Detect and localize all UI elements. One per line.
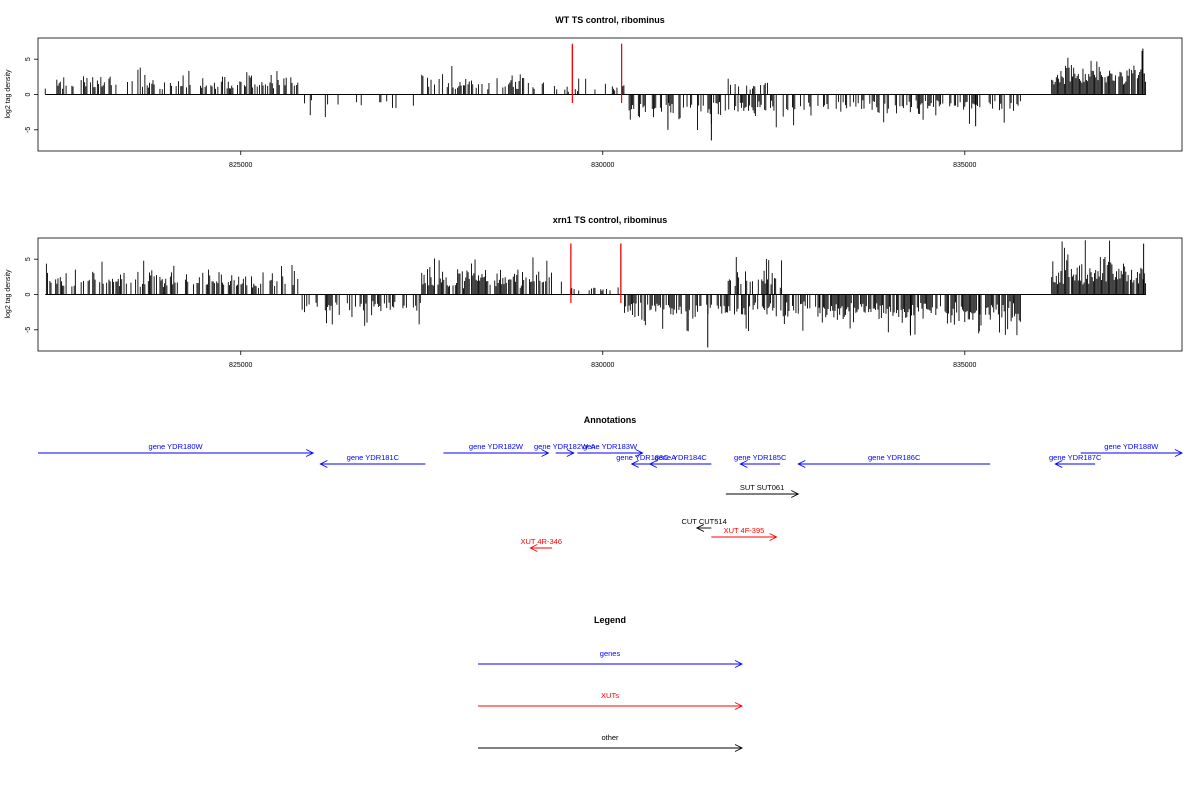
panel-title: xrn1 TS control, ribominus [553, 215, 668, 225]
annotation-label: XUT 4R-346 [520, 537, 562, 546]
y-axis-label: log2 tag density [5, 269, 12, 319]
data-bars [45, 240, 1146, 348]
annotation-feature: gene YDR181C [319, 453, 426, 468]
axes: -5 0 5 825000 830000 835000 [25, 257, 977, 369]
arrowhead [635, 449, 644, 457]
legend-items: genes XUTs other [478, 649, 744, 752]
annotation-label: gene YDR184C [654, 453, 707, 462]
panel-title: WT TS control, ribominus [555, 15, 665, 25]
arrowhead [791, 490, 800, 498]
annotation-feature: gene YDR180W [38, 442, 315, 457]
panel-xrn1: xrn1 TS control, ribominus log2 tag dens… [5, 215, 1183, 369]
annotation-label: gene YDR183C-A [616, 453, 676, 462]
x-tick-label: 825000 [229, 362, 252, 369]
y-axis-label: log2 tag density [5, 69, 12, 119]
arrowhead [734, 702, 744, 710]
legend-item-xuts: XUTs [478, 691, 744, 710]
annotation-feature: gene YDR182W-A [534, 442, 595, 457]
annotation-label: gene YDR185C [734, 453, 787, 462]
legend-label: other [601, 733, 619, 742]
annotation-label: gene YDR186C [868, 453, 921, 462]
y-tick-label: 0 [25, 292, 32, 296]
arrowhead [529, 544, 538, 552]
y-tick-label: 5 [25, 257, 32, 261]
arrowhead [566, 449, 575, 457]
x-tick-label: 830000 [591, 362, 614, 369]
y-tick-label: -5 [25, 327, 32, 333]
arrowhead [734, 744, 744, 752]
annotation-feature: CUT CUT514 [681, 517, 727, 532]
y-tick-label: 5 [25, 57, 32, 61]
annotation-label: CUT CUT514 [681, 517, 726, 526]
annotation-feature: XUT 4R-346 [520, 537, 562, 552]
arrowhead [1054, 460, 1063, 468]
legend-label: XUTs [601, 691, 619, 700]
annotation-label: gene YDR182W-A [534, 442, 595, 451]
annotation-label: gene YDR187C [1049, 453, 1102, 462]
annotation-feature: gene YDR185C [734, 453, 787, 468]
panel-wt: WT TS control, ribominus log2 tag densit… [5, 15, 1183, 169]
arrowhead [319, 460, 328, 468]
x-tick-label: 825000 [229, 162, 252, 169]
arrowhead [305, 449, 315, 457]
legend-item-genes: genes [478, 649, 744, 668]
arrowhead [541, 449, 550, 457]
arrowhead [630, 460, 639, 468]
arrowhead [695, 524, 705, 532]
arrowhead [734, 660, 744, 668]
arrowhead [739, 460, 748, 468]
annotation-label: gene YDR188W [1104, 442, 1159, 451]
arrowhead [648, 460, 658, 468]
legend-label: genes [600, 649, 621, 658]
annotation-feature: SUT SUT061 [725, 483, 800, 498]
annotation-label: gene YDR183W [583, 442, 638, 451]
annotation-features: gene YDR180W gene YDR181C gene YDR182W gene… [38, 442, 1184, 552]
annotation-feature: gene YDR182W [443, 442, 550, 457]
annotation-label: gene YDR180W [149, 442, 204, 451]
annotation-feature: gene YDR188W [1080, 442, 1184, 457]
annotation-feature: XUT 4F-395 [711, 526, 778, 541]
legend: Legend genes XUTs other [478, 615, 744, 752]
y-tick-label: 0 [25, 92, 32, 96]
arrowhead [769, 533, 778, 541]
data-bars [44, 43, 1146, 141]
annotation-label: SUT SUT061 [740, 483, 784, 492]
axes: -5 0 5 825000 830000 835000 [25, 57, 977, 169]
annotation-label: XUT 4F-395 [724, 526, 765, 535]
annotations-title: Annotations [584, 415, 637, 425]
annotation-feature: gene YDR183W [577, 442, 644, 457]
legend-item-other: other [478, 733, 744, 752]
annotation-label: gene YDR181C [347, 453, 400, 462]
legend-title: Legend [594, 615, 626, 625]
annotation-label: gene YDR182W [469, 442, 524, 451]
annotation-feature: gene YDR187C [1049, 453, 1102, 468]
x-tick-label: 835000 [953, 362, 976, 369]
arrowhead [797, 460, 806, 468]
arrowhead [1174, 449, 1184, 457]
y-tick-label: -5 [25, 127, 32, 133]
x-tick-label: 835000 [953, 162, 976, 169]
annotation-feature: gene YDR186C [797, 453, 991, 468]
annotation-feature: gene YDR184C [648, 453, 712, 468]
x-tick-label: 830000 [591, 162, 614, 169]
